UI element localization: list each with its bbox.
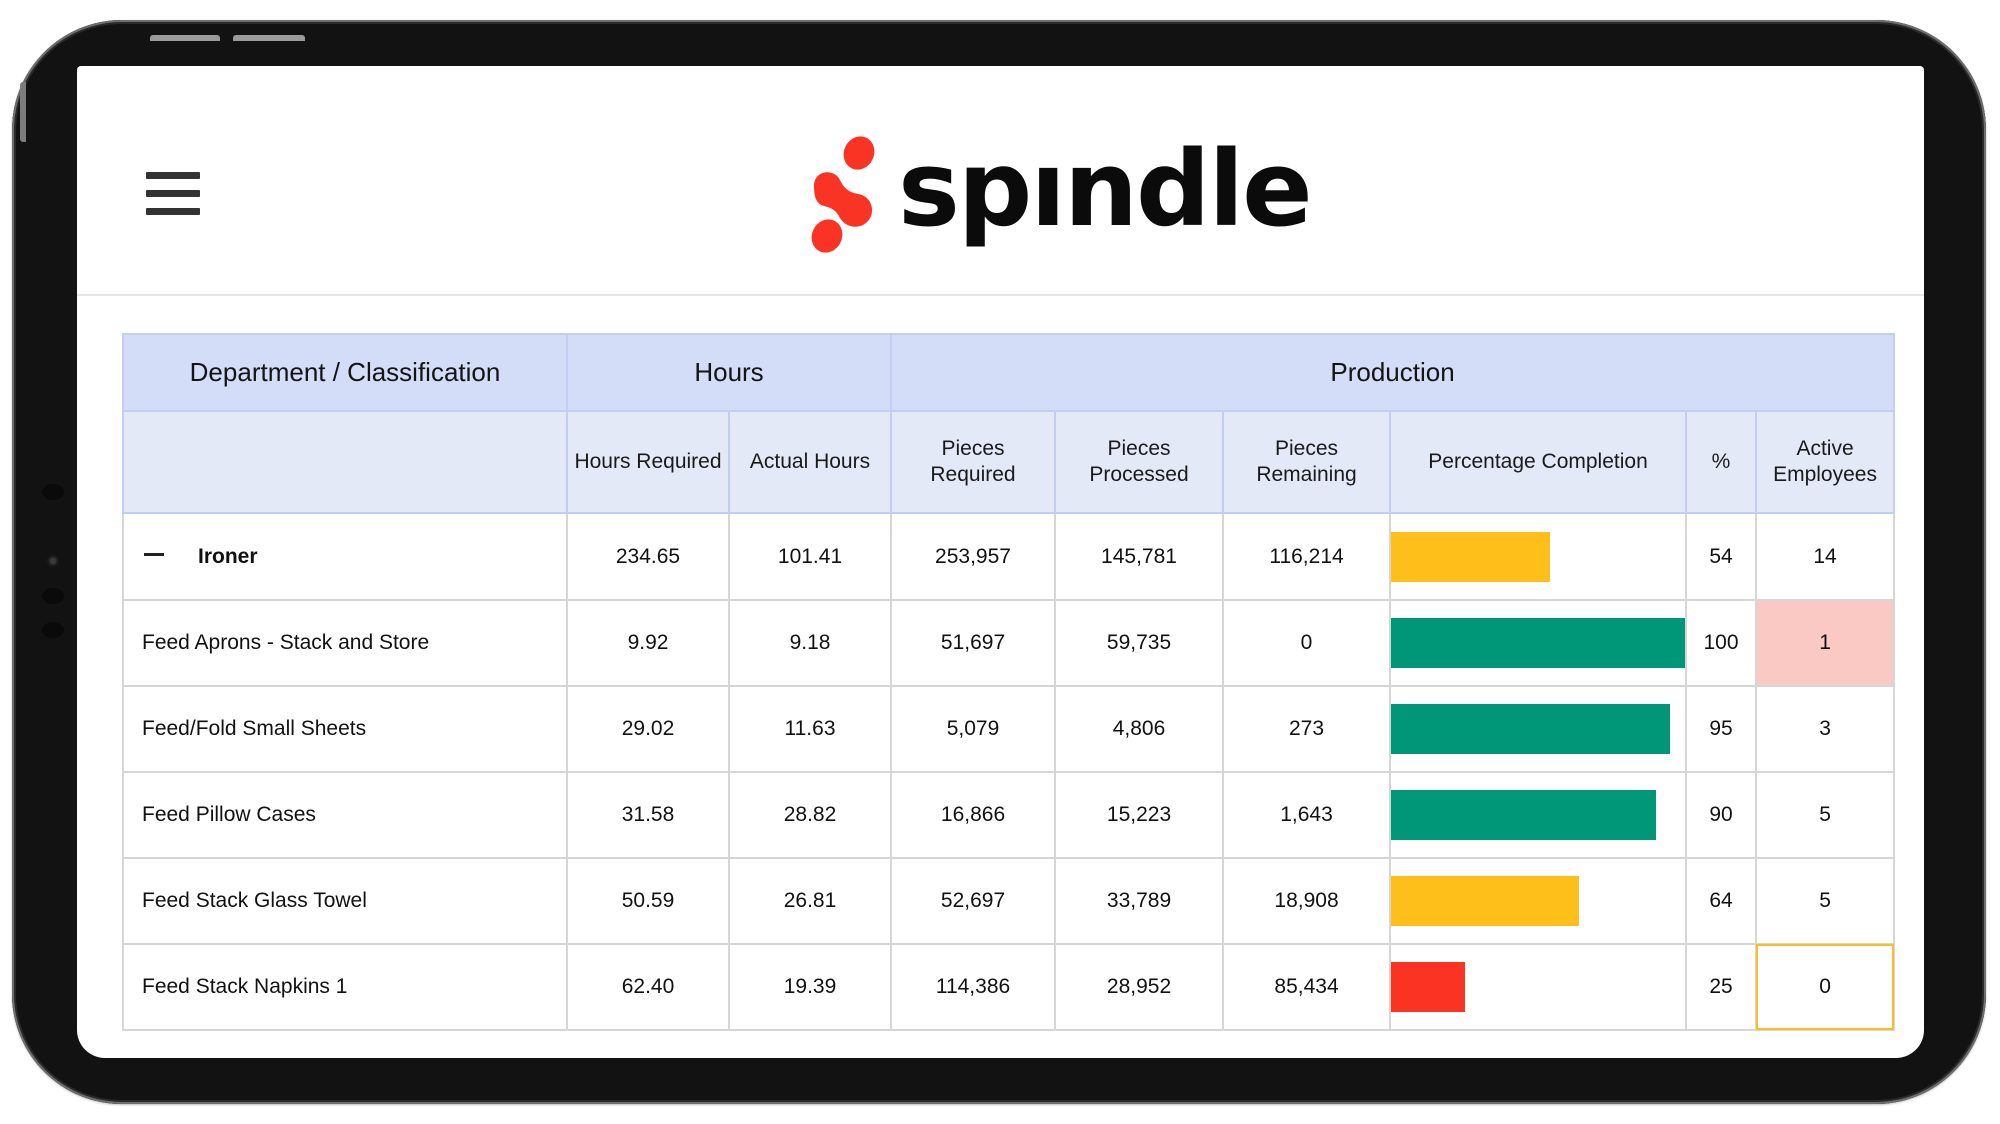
table-row[interactable]: Feed/Fold Small Sheets 29.02 11.63 5,079…: [122, 685, 1896, 773]
completion-bar: [1391, 876, 1580, 926]
hours-required-cell: 234.65: [566, 512, 730, 601]
active-employees-cell[interactable]: 14: [1755, 512, 1896, 601]
side-button: [20, 82, 26, 142]
pieces-remaining-cell: 1,643: [1222, 771, 1392, 859]
hours-required-cell: 50.59: [566, 857, 730, 945]
header-percent[interactable]: %: [1685, 410, 1758, 514]
completion-bar: [1391, 962, 1465, 1012]
actual-hours-cell: 101.41: [727, 512, 893, 601]
hours-required-cell: 9.92: [566, 599, 730, 687]
pieces-processed-cell: 59,735: [1054, 599, 1225, 687]
percent-cell: 54: [1685, 512, 1758, 601]
pieces-processed-cell: 145,781: [1054, 512, 1225, 601]
classification-name: Feed Pillow Cases: [122, 771, 568, 859]
pieces-required-cell: 51,697: [890, 599, 1057, 687]
table-row[interactable]: Feed Pillow Cases 31.58 28.82 16,866 15,…: [122, 771, 1896, 859]
pieces-remaining-cell: 116,214: [1222, 512, 1392, 601]
header-pieces-remaining[interactable]: Pieces Remaining: [1222, 410, 1392, 514]
actual-hours-cell: 26.81: [727, 857, 893, 945]
pieces-required-cell: 16,866: [890, 771, 1057, 859]
app-name: spındle: [898, 128, 1313, 250]
percent-cell: 95: [1685, 685, 1758, 773]
pieces-processed-cell: 4,806: [1054, 685, 1225, 773]
percent-cell: 25: [1685, 943, 1758, 1031]
header-pieces-required[interactable]: Pieces Required: [890, 410, 1057, 514]
table-row[interactable]: Feed Aprons - Stack and Store 9.92 9.18 …: [122, 599, 1896, 687]
table-row[interactable]: Feed Stack Glass Towel 50.59 26.81 52,69…: [122, 857, 1896, 945]
table-row[interactable]: Feed Stack Napkins 1 62.40 19.39 114,386…: [122, 943, 1896, 1031]
camera-icon: [50, 558, 56, 564]
hours-required-cell: 62.40: [566, 943, 730, 1031]
pieces-required-cell: 253,957: [890, 512, 1057, 601]
completion-bar: [1391, 531, 1550, 582]
percent-cell: 90: [1685, 771, 1758, 859]
row-name-cell: Ironer: [122, 512, 568, 601]
volume-down-button: [233, 35, 305, 41]
header-group-hours: Hours: [565, 333, 893, 412]
pieces-remaining-cell: 18,908: [1222, 857, 1392, 945]
sensor-dot: [42, 588, 64, 604]
pieces-required-cell: 5,079: [890, 685, 1057, 773]
actual-hours-cell: 19.39: [727, 943, 893, 1031]
volume-up-button: [150, 35, 220, 41]
classification-name: Feed/Fold Small Sheets: [122, 685, 568, 773]
app-screen: spındle Department / Classification Hour…: [77, 66, 1924, 1058]
completion-bar: [1391, 790, 1656, 840]
table-row-department[interactable]: Ironer 234.65 101.41 253,957 145,781 116…: [122, 512, 1896, 601]
pieces-processed-cell: 15,223: [1054, 771, 1225, 859]
actual-hours-cell: 9.18: [727, 599, 893, 687]
actual-hours-cell: 28.82: [727, 771, 893, 859]
table-body: Ironer 234.65 101.41 253,957 145,781 116…: [122, 512, 1896, 1031]
percent-cell: 64: [1685, 857, 1758, 945]
completion-bar-cell: [1389, 857, 1688, 945]
header-hours-required[interactable]: Hours Required: [566, 410, 730, 514]
completion-bar-cell: [1389, 943, 1688, 1031]
app-header: spındle: [77, 66, 1924, 296]
sensor-dot: [42, 484, 64, 500]
pieces-remaining-cell: 0: [1222, 599, 1392, 687]
production-table-container: Department / Classification Hours Produc…: [122, 333, 1896, 1031]
production-table: Department / Classification Hours Produc…: [122, 333, 1896, 1031]
pieces-processed-cell: 28,952: [1054, 943, 1225, 1031]
percent-cell: 100: [1685, 599, 1758, 687]
minus-icon[interactable]: [144, 553, 164, 557]
pieces-required-cell: 114,386: [890, 943, 1057, 1031]
header-group-production: Production: [890, 333, 1896, 412]
active-employees-cell[interactable]: 0: [1755, 943, 1896, 1031]
active-employees-cell[interactable]: 3: [1755, 685, 1896, 773]
spindle-logo: spındle: [810, 128, 1313, 256]
hamburger-menu-icon[interactable]: [146, 172, 200, 216]
hours-required-cell: 29.02: [566, 685, 730, 773]
active-employees-cell[interactable]: 1: [1755, 599, 1896, 687]
completion-bar-cell: [1389, 771, 1688, 859]
completion-bar-cell: [1389, 599, 1688, 687]
active-employees-cell[interactable]: 5: [1755, 771, 1896, 859]
completion-bar-cell: [1389, 685, 1688, 773]
active-employees-cell[interactable]: 5: [1755, 857, 1896, 945]
header-actual-hours[interactable]: Actual Hours: [727, 410, 893, 514]
sensor-dot: [42, 622, 64, 638]
actual-hours-cell: 11.63: [727, 685, 893, 773]
spindle-logo-mark-icon: [811, 136, 875, 253]
header-department-classification: Department / Classification: [122, 333, 568, 412]
classification-name: Feed Stack Napkins 1: [122, 943, 568, 1031]
hours-required-cell: 31.58: [566, 771, 730, 859]
completion-bar: [1391, 704, 1671, 754]
header-pieces-processed[interactable]: Pieces Processed: [1054, 410, 1225, 514]
pieces-remaining-cell: 85,434: [1222, 943, 1392, 1031]
header-percentage-completion[interactable]: Percentage Completion: [1389, 410, 1688, 514]
classification-name: Feed Stack Glass Towel: [122, 857, 568, 945]
pieces-processed-cell: 33,789: [1054, 857, 1225, 945]
pieces-remaining-cell: 273: [1222, 685, 1392, 773]
pieces-required-cell: 52,697: [890, 857, 1057, 945]
completion-bar-cell: [1389, 512, 1688, 601]
classification-name: Feed Aprons - Stack and Store: [122, 599, 568, 687]
header-blank: [122, 410, 568, 514]
header-active-employees[interactable]: Active Employees: [1755, 410, 1896, 514]
department-name: Ironer: [198, 544, 258, 568]
completion-bar: [1391, 618, 1686, 668]
